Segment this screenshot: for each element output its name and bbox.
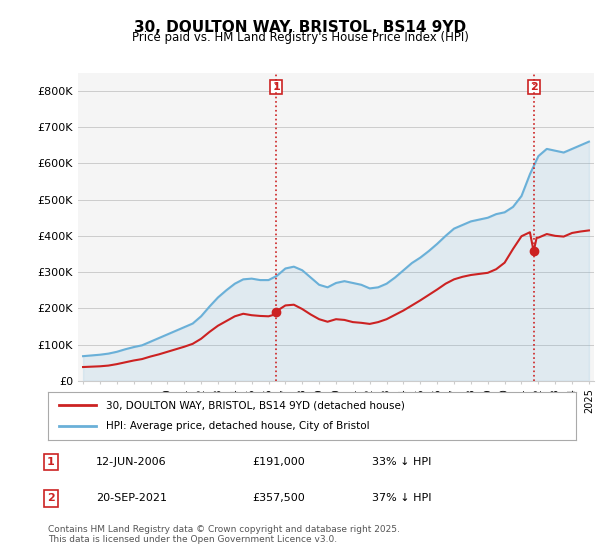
Text: Price paid vs. HM Land Registry's House Price Index (HPI): Price paid vs. HM Land Registry's House … (131, 31, 469, 44)
Text: 2: 2 (47, 493, 55, 503)
Text: 37% ↓ HPI: 37% ↓ HPI (372, 493, 431, 503)
Text: HPI: Average price, detached house, City of Bristol: HPI: Average price, detached house, City… (106, 421, 370, 431)
Text: 2: 2 (530, 82, 538, 92)
Text: £357,500: £357,500 (252, 493, 305, 503)
Text: 30, DOULTON WAY, BRISTOL, BS14 9YD: 30, DOULTON WAY, BRISTOL, BS14 9YD (134, 20, 466, 35)
Text: 20-SEP-2021: 20-SEP-2021 (96, 493, 167, 503)
Text: 33% ↓ HPI: 33% ↓ HPI (372, 457, 431, 467)
Text: 12-JUN-2006: 12-JUN-2006 (96, 457, 167, 467)
Text: Contains HM Land Registry data © Crown copyright and database right 2025.
This d: Contains HM Land Registry data © Crown c… (48, 525, 400, 544)
Text: 30, DOULTON WAY, BRISTOL, BS14 9YD (detached house): 30, DOULTON WAY, BRISTOL, BS14 9YD (deta… (106, 400, 405, 410)
Text: 1: 1 (272, 82, 280, 92)
Text: 1: 1 (47, 457, 55, 467)
Text: £191,000: £191,000 (252, 457, 305, 467)
